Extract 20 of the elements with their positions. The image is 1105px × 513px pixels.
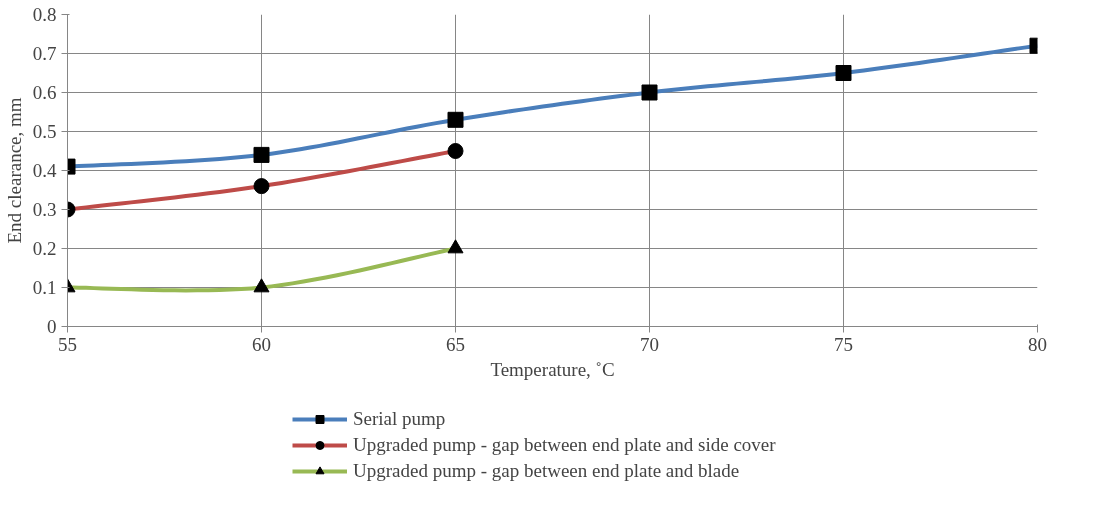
y-axis-title: End clearance, mm [3,97,25,244]
legend-label: Upgraded pump - gap between end plate and blade [353,460,740,482]
x-axis-title: Temperature, ˚C [490,358,615,380]
x-tick-label: 55 [58,333,77,355]
legend-label: Serial pump [353,408,446,430]
x-tick-label: 65 [446,333,465,355]
y-tick-label: 0.6 [32,82,57,103]
y-tick-label: 0.1 [32,277,57,298]
y-tick-label: 0.4 [32,160,57,181]
x-tick-label: 75 [834,333,853,355]
y-tick-label: 0.2 [32,238,57,259]
y-tick-label: 0 [47,316,57,337]
y-tick-label: 0.7 [32,43,57,64]
x-tick-label: 80 [1028,333,1047,355]
y-tick-label: 0.8 [32,4,57,25]
y-tick-label: 0.5 [32,121,57,142]
x-tick-label: 60 [252,333,271,355]
y-tick-label: 0.3 [32,199,57,220]
x-tick-label: 70 [640,333,659,355]
legend-label: Upgraded pump - gap between end plate and side cover [353,434,776,456]
